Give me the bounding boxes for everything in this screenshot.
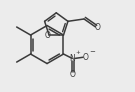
Text: O: O [69,70,75,79]
Text: −: − [89,49,95,55]
Text: O: O [83,53,89,62]
Text: +: + [75,50,80,55]
Text: O: O [45,31,50,40]
Text: N: N [69,54,75,63]
Text: O: O [95,23,101,32]
